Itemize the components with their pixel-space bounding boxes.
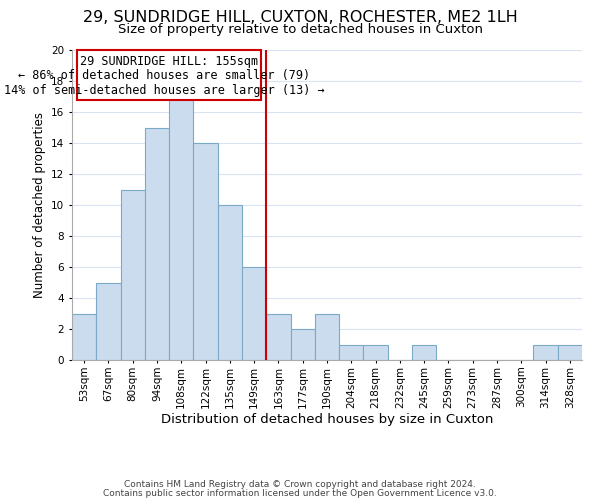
Bar [96, 282, 121, 360]
Bar [315, 314, 339, 360]
Bar [193, 143, 218, 360]
Bar [533, 344, 558, 360]
Text: 29, SUNDRIDGE HILL, CUXTON, ROCHESTER, ME2 1LH: 29, SUNDRIDGE HILL, CUXTON, ROCHESTER, M… [83, 10, 517, 25]
Bar [145, 128, 169, 360]
Bar [558, 344, 582, 360]
X-axis label: Distribution of detached houses by size in Cuxton: Distribution of detached houses by size … [161, 413, 493, 426]
Bar [169, 96, 193, 360]
Text: 14% of semi-detached houses are larger (13) →: 14% of semi-detached houses are larger (… [4, 84, 325, 97]
Bar [266, 314, 290, 360]
Bar [77, 50, 262, 100]
Bar [364, 344, 388, 360]
Bar [339, 344, 364, 360]
Text: Contains public sector information licensed under the Open Government Licence v3: Contains public sector information licen… [103, 488, 497, 498]
Bar [121, 190, 145, 360]
Text: Contains HM Land Registry data © Crown copyright and database right 2024.: Contains HM Land Registry data © Crown c… [124, 480, 476, 489]
Bar [72, 314, 96, 360]
Bar [218, 205, 242, 360]
Text: ← 86% of detached houses are smaller (79): ← 86% of detached houses are smaller (79… [18, 70, 310, 82]
Bar [242, 267, 266, 360]
Bar [412, 344, 436, 360]
Bar [290, 329, 315, 360]
Text: 29 SUNDRIDGE HILL: 155sqm: 29 SUNDRIDGE HILL: 155sqm [80, 54, 258, 68]
Y-axis label: Number of detached properties: Number of detached properties [32, 112, 46, 298]
Text: Size of property relative to detached houses in Cuxton: Size of property relative to detached ho… [118, 22, 482, 36]
